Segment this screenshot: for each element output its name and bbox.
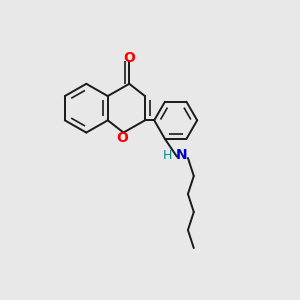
Text: N: N [176,148,187,162]
Text: O: O [116,130,128,145]
Text: O: O [123,51,135,65]
Text: H: H [163,149,172,162]
